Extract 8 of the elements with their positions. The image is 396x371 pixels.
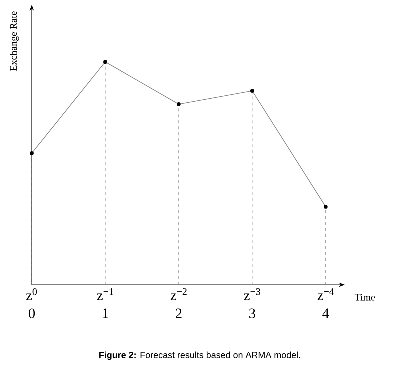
category-label: z$^{−4}$ 4 (318, 288, 334, 318)
text: Figure 2: Forecast results based on ARMA model. (100, 352, 300, 360)
category-label: z$^{−2}$ 2 (170, 288, 187, 318)
y-axis-title: Exchange Rate (10, 12, 20, 72)
category-label: z$^{−3}$ 3 (244, 288, 261, 318)
x-axis-title: Time (354, 294, 376, 301)
category-label: z$^{0}$ 0 (26, 288, 38, 318)
category-label: z$^{−1}$ 1 (97, 288, 114, 318)
